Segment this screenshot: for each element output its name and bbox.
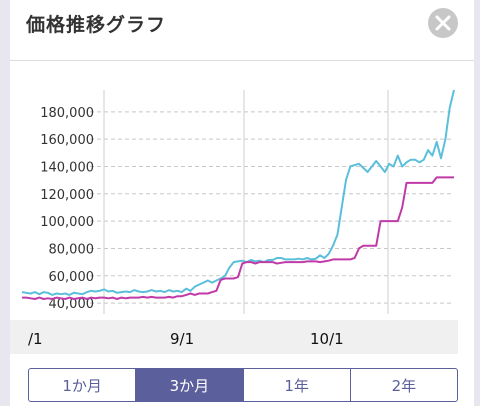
price-chart: 40,000 60,000 80,000 100,000 120,000 140,000 1… — [10, 88, 474, 356]
close-icon — [435, 15, 451, 31]
y-tick-label: 60,000 — [49, 270, 95, 285]
price-graph-dialog: 価格推移グラフ 40,000 60,000 80,000 100,000 120,000… — [10, 0, 474, 406]
dialog-title: 価格推移グラフ — [26, 14, 167, 36]
close-button[interactable] — [428, 8, 458, 38]
background-right — [474, 0, 480, 406]
x-tick-label: 9/1 — [170, 330, 194, 348]
y-tick-label: 40,000 — [49, 297, 95, 312]
series-line-magenta — [22, 176, 454, 300]
background-left — [0, 0, 10, 406]
series-line-cyan — [21, 89, 455, 296]
tab-1-year[interactable]: 1年 — [242, 369, 350, 401]
y-tick-label: 100,000 — [40, 215, 94, 230]
y-tick-label: 160,000 — [40, 133, 94, 148]
x-tick-label: 10/1 — [310, 330, 344, 348]
y-tick-label: 120,000 — [40, 188, 94, 203]
price-chart-svg: 40,000 60,000 80,000 100,000 120,000 140,000 1… — [10, 89, 458, 354]
y-tick-label: 180,000 — [40, 106, 94, 121]
range-tabs: 1か月 3か月 1年 2年 — [28, 368, 458, 402]
tab-2-years[interactable]: 2年 — [349, 369, 457, 401]
tab-1-month[interactable]: 1か月 — [62, 376, 102, 395]
dialog-header: 価格推移グラフ — [10, 0, 474, 50]
tab-3-months[interactable]: 3か月 — [135, 369, 243, 401]
header-divider — [10, 60, 474, 61]
y-tick-label: 80,000 — [49, 242, 95, 257]
x-axis-band — [10, 320, 458, 354]
y-tick-label: 140,000 — [40, 160, 94, 175]
x-tick-label: /1 — [28, 330, 43, 348]
